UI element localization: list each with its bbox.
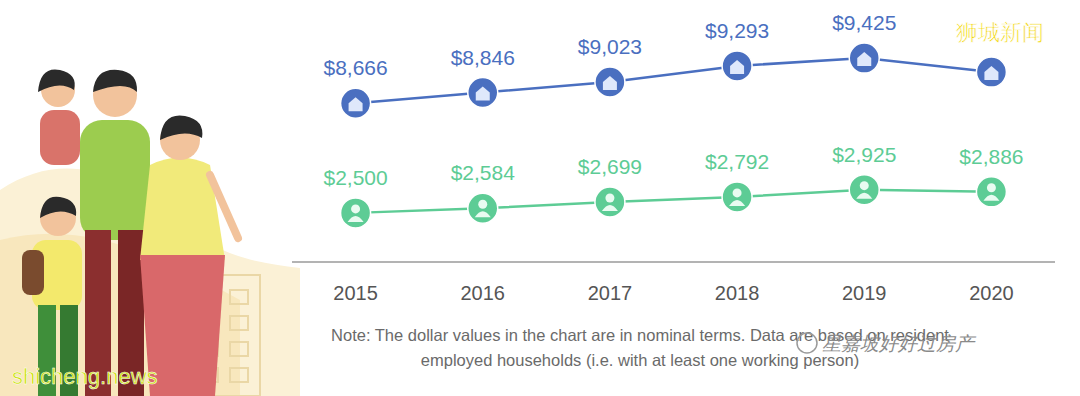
person-icon bbox=[478, 200, 487, 209]
person-icon bbox=[729, 200, 745, 206]
family bbox=[22, 69, 238, 396]
data-label: $2,792 bbox=[705, 150, 769, 173]
person bbox=[40, 110, 80, 165]
marker-group bbox=[468, 193, 498, 223]
data-label: $2,500 bbox=[323, 166, 387, 189]
person bbox=[210, 175, 238, 238]
marker-group bbox=[595, 67, 625, 97]
marker bbox=[341, 198, 371, 228]
person-icon bbox=[605, 194, 614, 203]
data-label: $2,699 bbox=[578, 155, 642, 178]
data-label: $9,023 bbox=[578, 35, 642, 58]
marker-group bbox=[595, 187, 625, 217]
person-icon bbox=[733, 188, 742, 197]
person-icon bbox=[348, 216, 364, 222]
marker bbox=[849, 43, 879, 73]
person bbox=[22, 250, 44, 295]
marker bbox=[722, 51, 752, 81]
person bbox=[93, 70, 137, 92]
person-icon bbox=[351, 204, 360, 213]
note: employed households (i.e. with at least … bbox=[421, 351, 859, 369]
house-icon bbox=[730, 60, 744, 74]
plot-area bbox=[341, 43, 1007, 228]
person-icon bbox=[856, 193, 872, 199]
data-label: $8,846 bbox=[451, 46, 515, 69]
watermark: 星嘉坡好好过房产 bbox=[822, 333, 977, 354]
x-tick-label: 2015 bbox=[333, 282, 378, 304]
person bbox=[80, 120, 150, 240]
data-label: $9,425 bbox=[832, 11, 896, 34]
data-label: $2,886 bbox=[959, 145, 1023, 168]
marker-group bbox=[849, 175, 879, 205]
data-label: $9,293 bbox=[705, 19, 769, 42]
marker-group bbox=[468, 78, 498, 108]
x-tick-label: 2019 bbox=[842, 282, 887, 304]
illustration bbox=[0, 69, 300, 396]
x-tick-label: 2020 bbox=[969, 282, 1014, 304]
marker-group bbox=[722, 51, 752, 81]
marker bbox=[468, 78, 498, 108]
data-label: $2,584 bbox=[451, 161, 516, 184]
marker bbox=[595, 67, 625, 97]
marker bbox=[468, 193, 498, 223]
marker bbox=[595, 187, 625, 217]
watermark: shicheng.news bbox=[12, 364, 158, 389]
house-icon bbox=[349, 97, 363, 111]
watermark: 狮城新闻 bbox=[956, 20, 1044, 45]
person-icon bbox=[475, 211, 491, 217]
x-axis-line bbox=[292, 261, 1055, 263]
person-icon bbox=[860, 181, 869, 190]
data-label: $8,666 bbox=[323, 56, 387, 79]
building-window bbox=[230, 316, 248, 330]
building-window bbox=[230, 290, 248, 304]
house-icon bbox=[857, 52, 871, 66]
house-icon bbox=[603, 76, 617, 90]
x-tick-label: 2017 bbox=[588, 282, 633, 304]
x-tick-label: 2016 bbox=[461, 282, 506, 304]
marker bbox=[976, 177, 1006, 207]
building-window bbox=[230, 342, 248, 356]
marker-group bbox=[722, 182, 752, 212]
watermark-icon bbox=[797, 333, 817, 353]
person-icon bbox=[602, 205, 618, 211]
marker-group bbox=[849, 43, 879, 73]
marker bbox=[341, 88, 371, 118]
building-window bbox=[230, 368, 248, 382]
house-icon bbox=[984, 66, 998, 80]
data-label: $2,925 bbox=[832, 143, 896, 166]
marker-group bbox=[341, 198, 371, 228]
x-tick-label: 2018 bbox=[715, 282, 760, 304]
marker-group bbox=[976, 57, 1006, 87]
person bbox=[40, 197, 76, 218]
marker-group bbox=[976, 177, 1006, 207]
house-icon bbox=[476, 87, 490, 101]
chart: 2015 2016 2017 2018 2019 2020 $8,666 $8,846 $9,0… bbox=[0, 0, 1080, 396]
marker bbox=[976, 57, 1006, 87]
person-icon bbox=[983, 195, 999, 201]
person bbox=[38, 69, 75, 92]
marker bbox=[849, 175, 879, 205]
person bbox=[160, 116, 202, 141]
marker bbox=[722, 182, 752, 212]
data-labels: $8,666 $8,846 $9,023 $9,293 $9,425 $2,500 $2,5… bbox=[323, 11, 1023, 189]
person-icon bbox=[987, 183, 996, 192]
series-line bbox=[356, 190, 992, 213]
marker-group bbox=[341, 88, 371, 118]
